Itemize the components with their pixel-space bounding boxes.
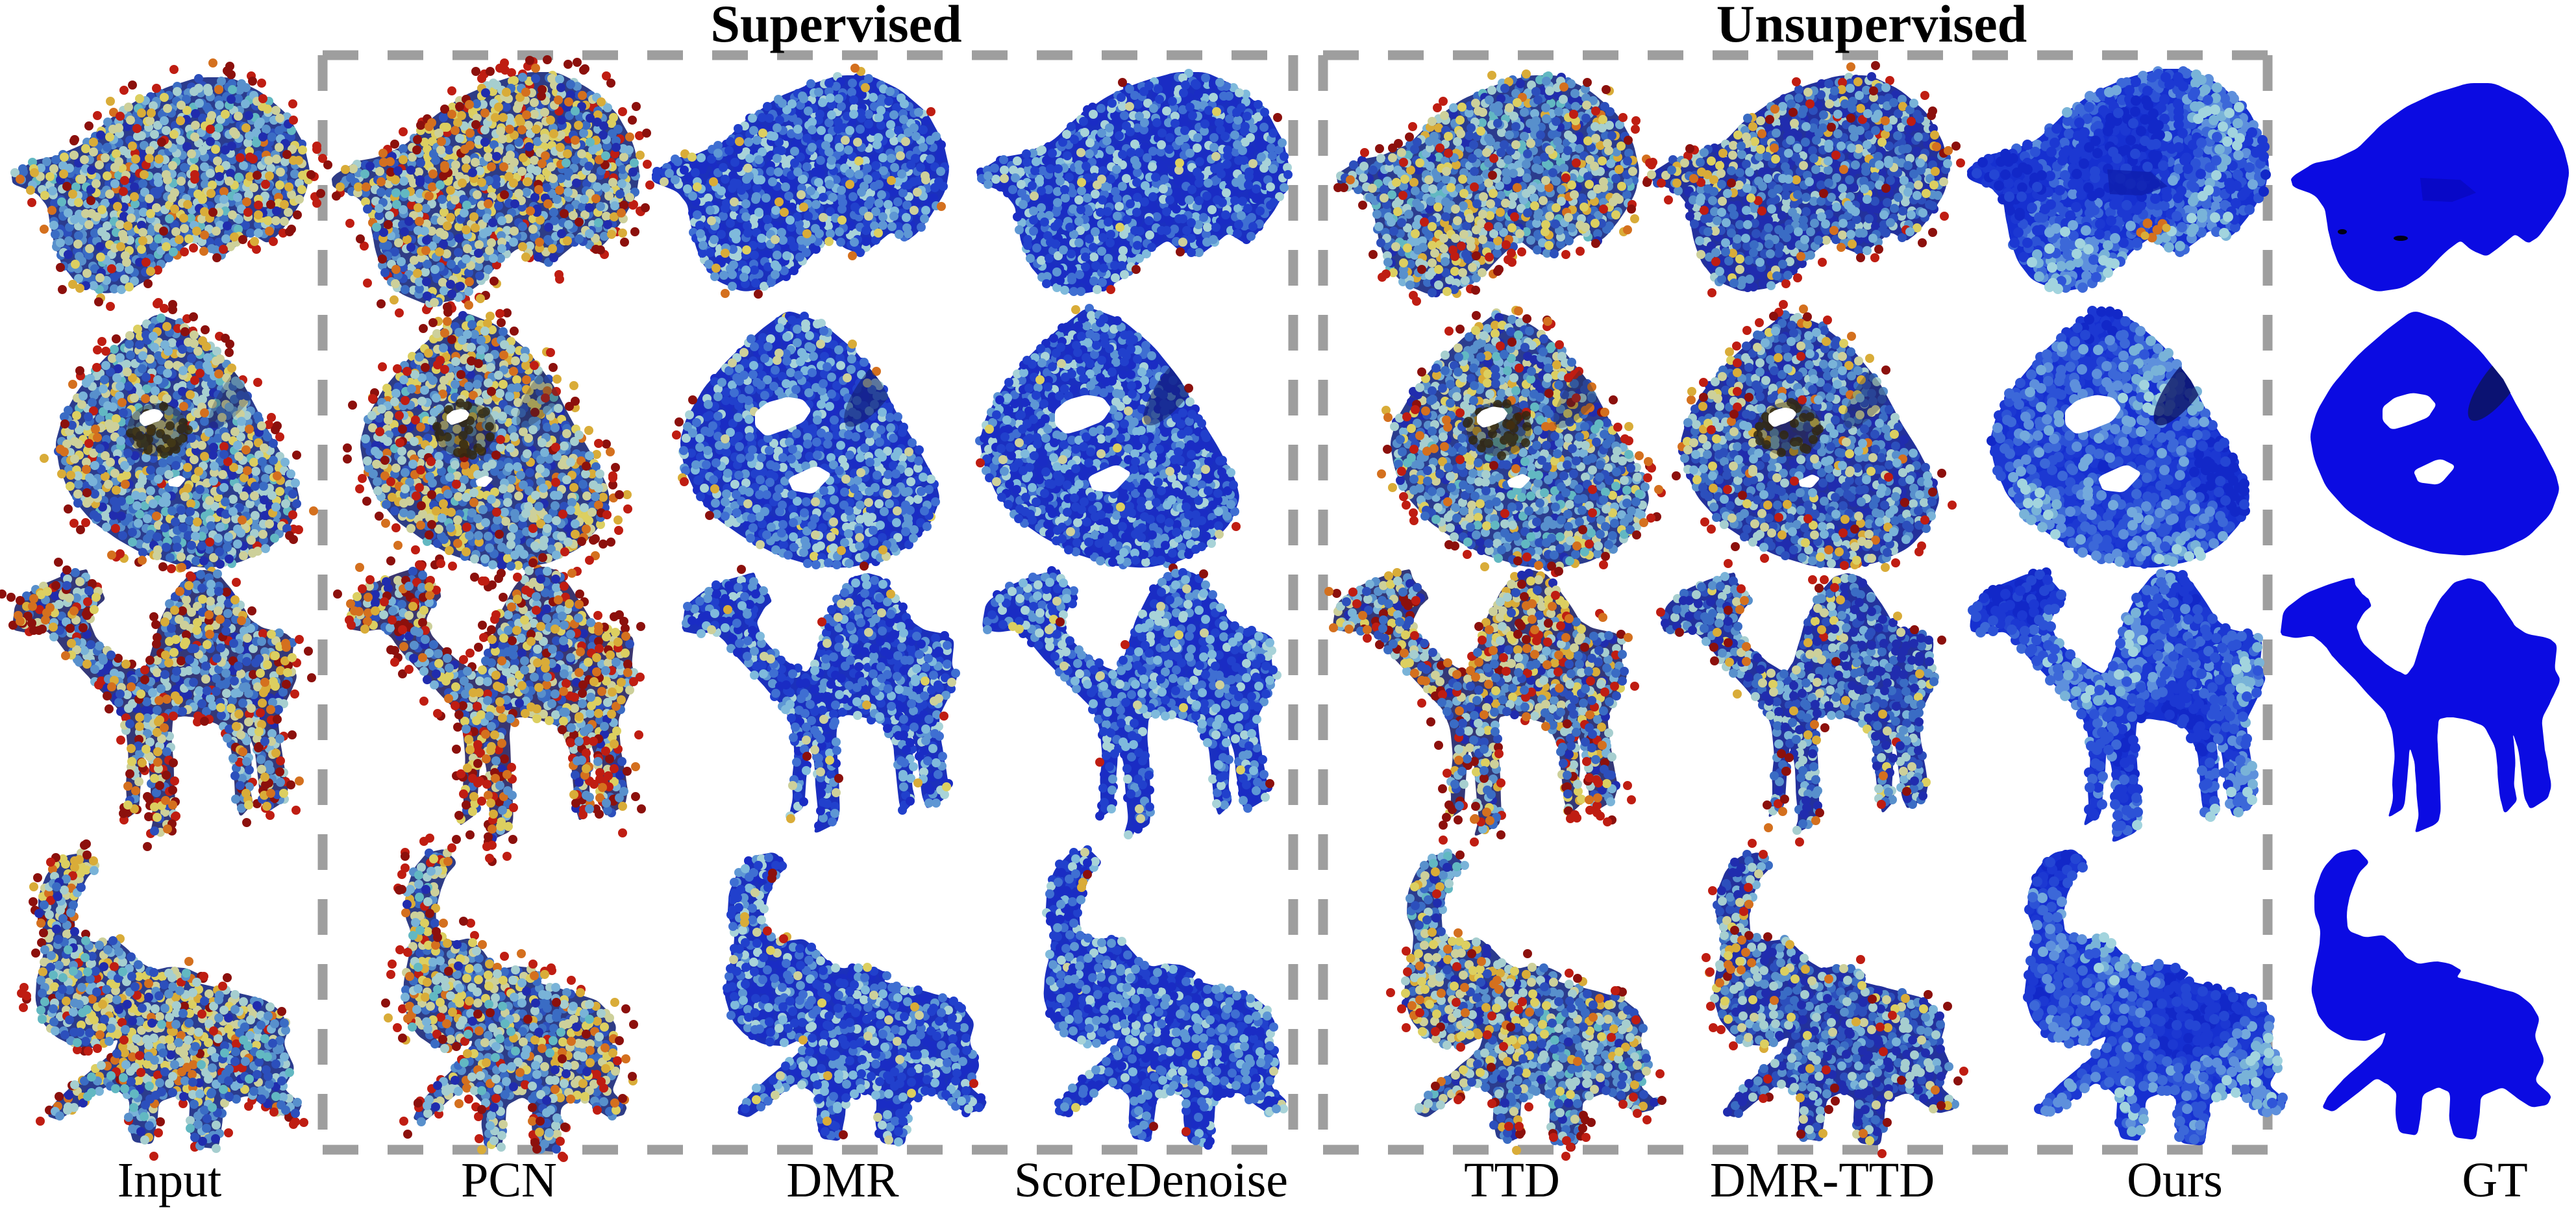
svg-text:GT: GT (2462, 1153, 2527, 1208)
svg-text:ScoreDenoise: ScoreDenoise (1014, 1153, 1288, 1208)
svg-text:Input: Input (118, 1153, 221, 1208)
svg-text:TTD: TTD (1464, 1153, 1560, 1208)
svg-text:Unsupervised: Unsupervised (1716, 0, 2027, 53)
svg-text:DMR: DMR (786, 1153, 898, 1208)
svg-text:Ours: Ours (2127, 1153, 2223, 1208)
svg-text:Supervised: Supervised (710, 0, 961, 53)
svg-text:DMR-TTD: DMR-TTD (1710, 1153, 1935, 1208)
svg-text:PCN: PCN (461, 1153, 557, 1208)
